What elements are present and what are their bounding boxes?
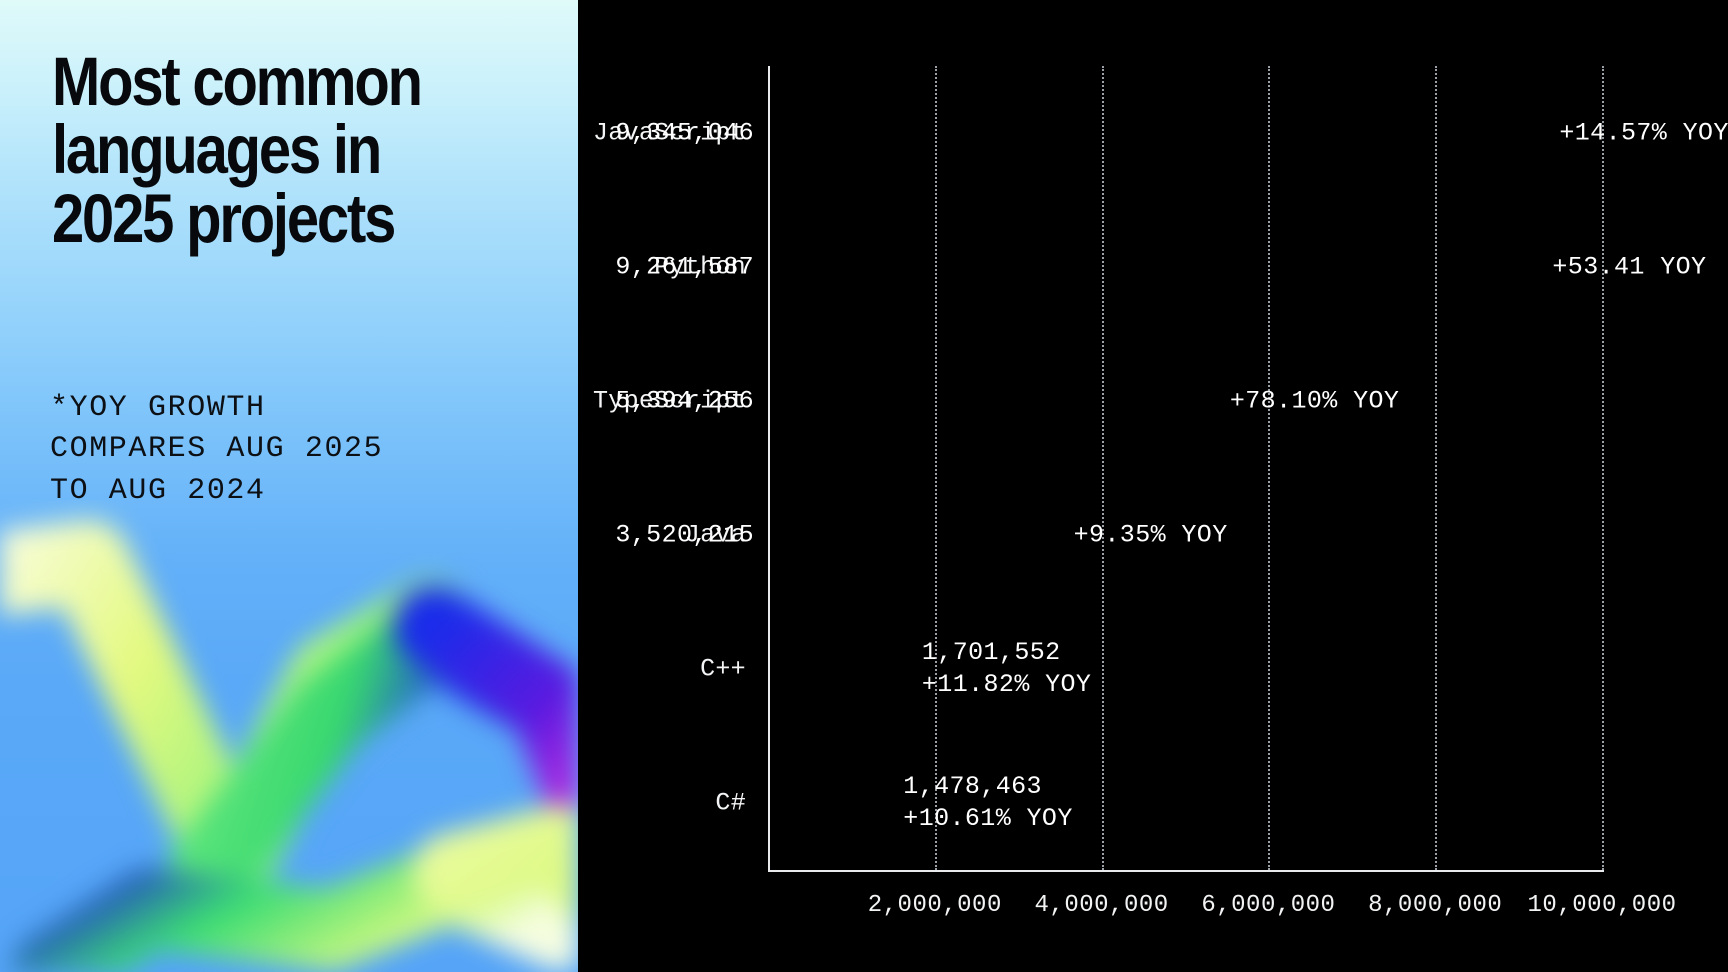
- bar-row[interactable]: TypeScript 5,394,256 +78.10% YOY: [593, 371, 1399, 432]
- x-axis-tick-label: 6,000,000: [1201, 892, 1336, 919]
- category-label: C++: [700, 654, 746, 684]
- x-axis-line: [768, 870, 1604, 872]
- bar-row[interactable]: Java 3,520,215 +9.35% YOY: [615, 505, 1227, 566]
- bar-value-label: 5,394,256: [615, 386, 754, 416]
- gridline: [1602, 66, 1604, 870]
- chart-panel: 2,000,000 4,000,000 6,000,000 8,000,000 10,0…: [578, 0, 1728, 972]
- gridline: [1101, 66, 1104, 870]
- category-label: C#: [715, 788, 746, 818]
- category-label: TypeScript: [592, 386, 746, 416]
- gridline: [1435, 66, 1438, 870]
- y-axis-line: [768, 66, 770, 870]
- bar-value-growth-label: 1,478,463 +10.61% YOY: [903, 772, 1073, 833]
- category-label: Java: [684, 520, 746, 550]
- bar-row[interactable]: C++ 1,701,552 +11.82% YOY: [700, 638, 1091, 700]
- bar-value-label: 3,520,215: [615, 520, 754, 550]
- x-axis-tick-label: 10,000,000: [1527, 892, 1677, 919]
- bar-row[interactable]: JavaScript 9,345,046 +14.57% YOY: [593, 103, 1728, 164]
- bar-value-growth-label: 1,701,552 +11.82% YOY: [921, 638, 1092, 699]
- category-label: Python: [654, 252, 746, 282]
- bar-growth-label: +9.35% YOY: [1073, 520, 1228, 550]
- bar-row[interactable]: Python 9,261,587 +53.41 YOY: [615, 237, 1706, 298]
- bar-chart-plot-area: 2,000,000 4,000,000 6,000,000 8,000,000 10,0…: [593, 66, 1728, 919]
- bar-value-label: 9,261,587: [615, 252, 754, 282]
- x-axis-tick-label: 4,000,000: [1034, 892, 1169, 919]
- bar-growth-label: +53.41 YOY: [1552, 252, 1707, 282]
- x-axis-tick-label: 8,000,000: [1368, 892, 1503, 919]
- decorative-zigzag-artwork: [0, 500, 578, 972]
- zigzag-ribbons-svg: [0, 520, 578, 972]
- page-title: Most common languages in 2025 projects: [52, 43, 423, 257]
- footnote-yoy-definition: *YOY GROWTH COMPARES AUG 2025 TO AUG 202…: [50, 391, 384, 508]
- bar-value-label: 9,345,046: [615, 118, 754, 148]
- gridline: [1268, 66, 1271, 870]
- left-title-panel: Most common languages in 2025 projects *…: [0, 0, 578, 972]
- bar-row[interactable]: C# 1,478,463 +10.61% YOY: [715, 772, 1072, 834]
- x-axis-tick-label: 2,000,000: [867, 892, 1002, 919]
- category-label: JavaScript: [592, 118, 746, 148]
- bar-growth-label: +78.10% YOY: [1229, 386, 1400, 416]
- bar-growth-label: +14.57% YOY: [1559, 118, 1728, 148]
- gridline: [934, 66, 937, 870]
